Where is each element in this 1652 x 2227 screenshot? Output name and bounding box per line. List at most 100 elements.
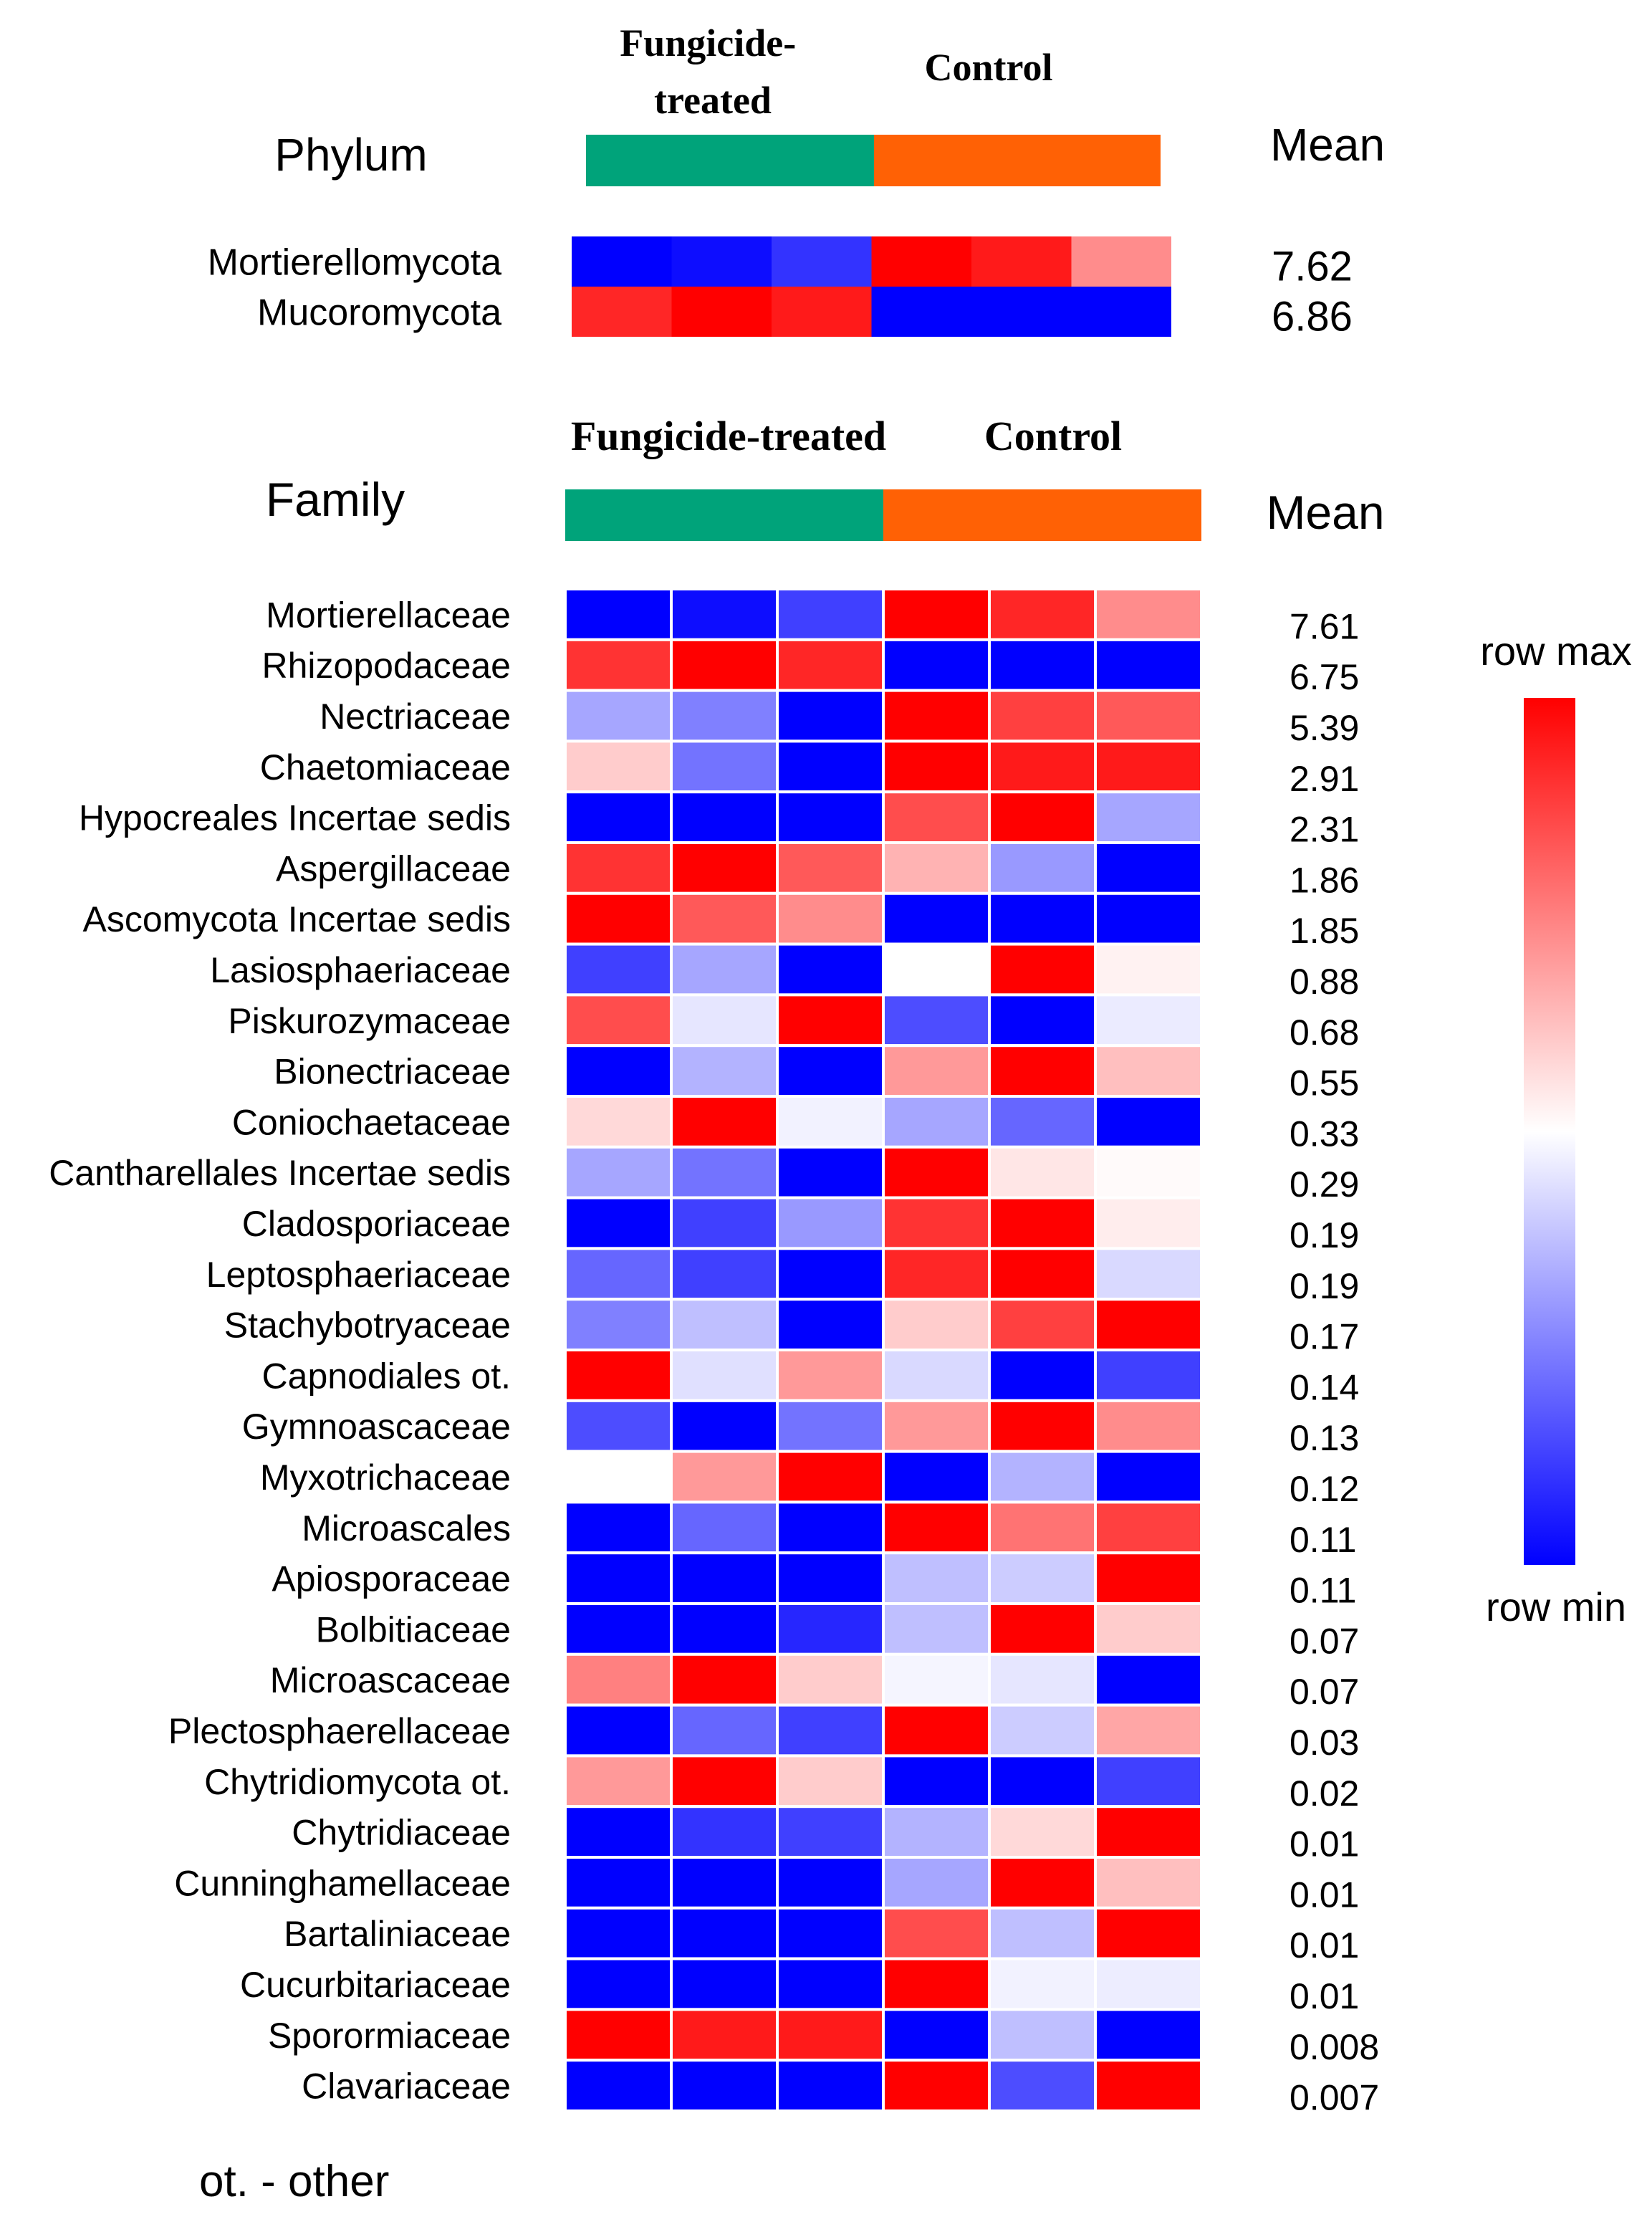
family-cell [1094,1044,1203,1098]
family-cell [988,1399,1097,1453]
family-cell [564,1196,673,1250]
family-cell [564,638,673,692]
family-cell [882,2059,991,2112]
family-cell [1094,1856,1203,1910]
family-cell [670,891,779,946]
family-cell [1094,1247,1203,1301]
family-cell [882,1754,991,1809]
family-cell [882,942,991,997]
family-row-mean: 0.12 [1290,1469,1359,1509]
family-cell [776,790,885,844]
footnote: ot. - other [199,2157,389,2206]
family-cell [670,1551,779,1605]
family-cell [776,2059,885,2112]
family-cell [670,1044,779,1098]
family-mean-header: Mean [1266,486,1384,539]
family-cell [1094,1500,1203,1555]
family-cell [882,689,991,743]
family-cell [670,1754,779,1809]
family-cell [882,1298,991,1351]
family-cell [1094,942,1203,997]
family-row-label: Chytridiaceae [292,1813,511,1853]
family-cell [564,841,673,895]
family-cell [776,1754,885,1809]
family-cell [1094,588,1203,641]
family-group-bar-control [883,489,1201,541]
family-cell [1094,1703,1203,1758]
family-cell [670,2059,779,2112]
family-row-label: Stachybotryaceae [224,1306,511,1346]
family-cell [988,1906,1097,1960]
family-cell [988,1145,1097,1199]
family-cell [564,2008,673,2062]
family-cell [670,1957,779,2011]
phylum-row-label: Mortierellomycota [208,242,501,284]
family-cell [882,2008,991,2062]
family-row-mean: 0.01 [1290,1824,1359,1864]
phylum-panel: Phylum Fungicide- treated Control Mean M… [208,21,1385,340]
family-row-label: Mortierellaceae [266,595,511,635]
family-cell [988,689,1097,743]
family-cell [988,1805,1097,1859]
family-row-label: Aspergillaceae [276,848,511,889]
family-cell [988,1247,1097,1301]
family-cell [988,638,1097,692]
family-row-mean: 6.75 [1290,657,1359,697]
family-cell [670,1652,779,1707]
family-cell [670,942,779,997]
family-cell [670,1703,779,1758]
family-cell [1094,2008,1203,2062]
family-cell [776,993,885,1048]
family-row-mean: 0.11 [1290,1571,1357,1611]
family-cell [776,1957,885,2011]
family-cell [882,993,991,1048]
legend-gradient-bar [1524,698,1575,1565]
family-cell [882,739,991,794]
family-cell [670,1500,779,1555]
family-row-mean: 0.13 [1290,1418,1359,1458]
family-cell [776,638,885,692]
family-cell [670,1602,779,1656]
family-cell [776,1856,885,1910]
family-row-label: Clavariaceae [302,2066,511,2107]
family-cell [670,1145,779,1199]
phylum-group-bar-control [874,135,1161,186]
phylum-cell [671,236,772,287]
family-row-label: Piskurozymaceae [228,1001,511,1041]
family-cell [882,841,991,895]
family-cell [988,1196,1097,1250]
phylum-row-mean: 6.86 [1272,294,1353,340]
phylum-cell [971,236,1072,287]
family-cell [776,1450,885,1504]
family-cell [1094,1298,1203,1351]
family-row-mean: 7.61 [1290,606,1359,646]
family-cell [670,2008,779,2062]
family-cell [776,1805,885,1859]
family-cell [882,1602,991,1656]
family-cell [1094,1349,1203,1402]
family-row-mean: 0.008 [1290,2027,1379,2067]
family-row-label: Bionectriaceae [274,1052,511,1092]
family-title: Family [266,473,405,526]
family-cell [776,1095,885,1149]
family-cell [776,1906,885,1960]
family-cell [1094,2059,1203,2112]
family-cell [988,1754,1097,1809]
phylum-row-label: Mucoromycota [257,292,501,334]
phylum-cell [572,236,672,287]
family-cell [882,1703,991,1758]
family-group-bar-fungicide [565,489,883,541]
phylum-cell [971,287,1072,337]
family-cell [776,2008,885,2062]
phylum-group-label-fungicide: Fungicide- treated [620,21,806,122]
family-row-mean: 0.19 [1290,1266,1359,1306]
family-cell [564,993,673,1048]
family-cell [882,1450,991,1504]
family-cell [882,1551,991,1605]
family-cell [988,1298,1097,1351]
family-cell [670,689,779,743]
phylum-cell [772,287,872,337]
family-cell [564,1805,673,1859]
family-row-mean: 0.07 [1290,1621,1359,1661]
family-row-mean: 0.07 [1290,1672,1359,1712]
